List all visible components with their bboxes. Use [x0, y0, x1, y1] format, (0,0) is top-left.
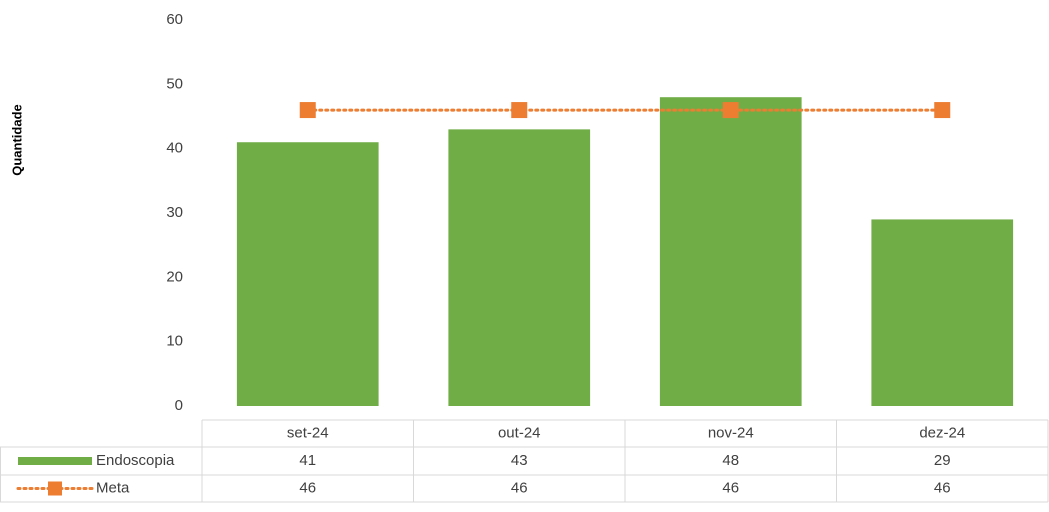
- table-value: 46: [934, 479, 951, 496]
- legend-key: [18, 457, 92, 465]
- table-value: 46: [511, 479, 528, 496]
- marker: [934, 102, 951, 119]
- y-tick-label: 30: [166, 204, 183, 221]
- marker: [299, 102, 316, 119]
- x-tick-label: nov-24: [708, 424, 754, 441]
- y-tick-label: 50: [166, 75, 183, 92]
- bar: [448, 129, 591, 406]
- table-value: 29: [934, 452, 951, 469]
- marker: [722, 102, 739, 119]
- table-value: 48: [722, 452, 739, 469]
- x-tick-label: dez-24: [919, 424, 965, 441]
- marker: [511, 102, 528, 119]
- legend-label: Meta: [96, 479, 130, 496]
- y-tick-label: 0: [175, 397, 183, 414]
- table-value: 46: [299, 479, 316, 496]
- bar: [871, 219, 1014, 406]
- x-tick-label: out-24: [498, 424, 541, 441]
- table-value: 43: [511, 452, 528, 469]
- legend-key: [48, 481, 62, 496]
- y-axis-title: Quantidade: [9, 104, 24, 176]
- y-tick-label: 20: [166, 268, 183, 285]
- x-tick-label: set-24: [287, 424, 329, 441]
- bar: [659, 97, 802, 406]
- legend-label: Endoscopia: [96, 452, 175, 469]
- y-tick-label: 10: [166, 333, 183, 350]
- y-tick-label: 40: [166, 140, 183, 157]
- bar: [236, 142, 379, 406]
- y-tick-label: 60: [166, 11, 183, 28]
- table-value: 41: [299, 452, 316, 469]
- table-value: 46: [722, 479, 739, 496]
